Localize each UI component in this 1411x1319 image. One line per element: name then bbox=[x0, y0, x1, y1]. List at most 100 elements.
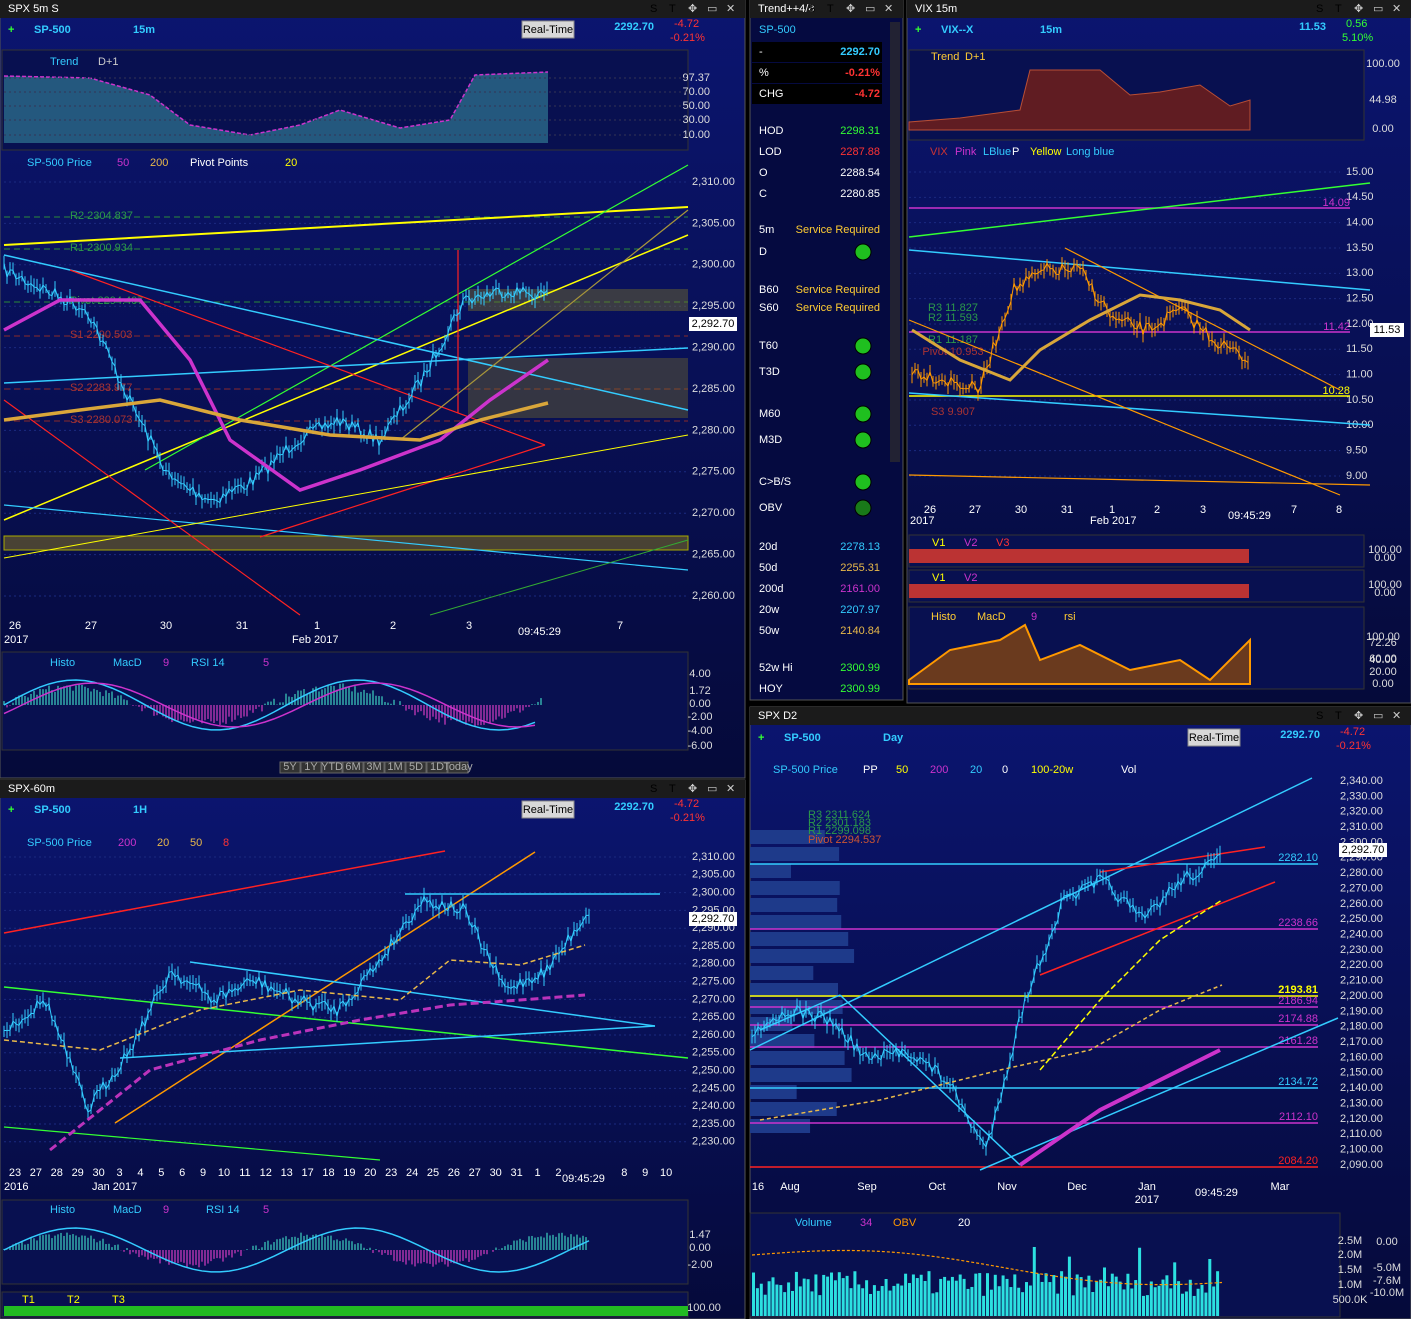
window-button[interactable]: ▭ bbox=[707, 783, 717, 795]
y-tick-label: 2,230.00 bbox=[1340, 944, 1383, 956]
y-tick-label: 11.50 bbox=[1346, 343, 1373, 355]
level-label: 2174.88 bbox=[1278, 1013, 1318, 1025]
level-label: 2238.66 bbox=[1278, 917, 1318, 929]
volume-profile-bar bbox=[750, 830, 825, 844]
trendline bbox=[3, 206, 689, 246]
x-tick-label: 23 bbox=[385, 1167, 397, 1179]
window-button[interactable]: S bbox=[1316, 710, 1323, 722]
obv-tick-label: -5.0M bbox=[1373, 1262, 1401, 1274]
x-tick-label: 30 bbox=[1015, 504, 1027, 516]
x-tick-label: 31 bbox=[236, 620, 248, 632]
quote-label: M60 bbox=[759, 408, 780, 420]
y-tick-label: 2,180.00 bbox=[1340, 1021, 1383, 1033]
trendline bbox=[979, 1017, 1339, 1171]
quote-value: 2287.88 bbox=[840, 146, 880, 158]
quote-value: 2161.00 bbox=[840, 583, 880, 595]
volume-bar bbox=[1169, 1288, 1173, 1316]
quote-panel bbox=[749, 0, 904, 701]
window-button[interactable]: ✕ bbox=[726, 783, 735, 795]
volume-bar bbox=[1017, 1287, 1021, 1316]
add-symbol[interactable]: + bbox=[915, 24, 921, 36]
x-tick-label: 9 bbox=[642, 1167, 648, 1179]
macd-tick-label: 20.00 bbox=[1369, 666, 1397, 678]
interval: 1H bbox=[133, 804, 147, 816]
ma-100 bbox=[759, 984, 1223, 1121]
range-button bbox=[426, 761, 448, 774]
y-tick-label: 2,260.00 bbox=[692, 1029, 735, 1041]
window-button[interactable]: T bbox=[669, 3, 676, 15]
add-symbol[interactable]: + bbox=[8, 804, 14, 816]
volume-tick-label: 1.5M bbox=[1338, 1264, 1362, 1276]
volume-bar bbox=[958, 1274, 962, 1316]
volume-bar bbox=[1028, 1285, 1032, 1316]
volume-bar bbox=[927, 1271, 931, 1316]
window-button[interactable]: T bbox=[1335, 710, 1342, 722]
window-button[interactable]: ✥ bbox=[688, 3, 697, 15]
panel-title: SPX 5m S bbox=[8, 3, 59, 15]
y-tick-label: 2,130.00 bbox=[1340, 1097, 1383, 1109]
window-button[interactable]: S bbox=[808, 3, 815, 15]
window-button[interactable]: ✥ bbox=[688, 783, 697, 795]
window-button[interactable]: ✕ bbox=[1392, 3, 1401, 15]
interval: 15m bbox=[1040, 24, 1062, 36]
x-tick-label: 4 bbox=[137, 1167, 143, 1179]
window-button[interactable]: S bbox=[1316, 3, 1323, 15]
y-tick-label: 2,150.00 bbox=[1340, 1067, 1383, 1079]
legend-entry: Pink bbox=[955, 146, 977, 158]
volume-bar bbox=[806, 1279, 810, 1316]
macd-tick-label: 0.00 bbox=[689, 698, 710, 710]
change-pct: -0.21% bbox=[670, 32, 705, 44]
macd-area bbox=[908, 623, 1251, 685]
volume-bar bbox=[791, 1290, 794, 1316]
x-tick-label: 7 bbox=[617, 620, 623, 632]
volume-bar bbox=[752, 1272, 755, 1316]
volume-bar bbox=[966, 1288, 970, 1316]
x-tick-label: 19 bbox=[343, 1167, 355, 1179]
pivot-label: R2 2304.837 bbox=[70, 210, 133, 222]
window-button[interactable]: T bbox=[1335, 3, 1342, 15]
window-button[interactable]: S bbox=[650, 3, 657, 15]
x-tick-label: 17 bbox=[301, 1167, 313, 1179]
trendline bbox=[3, 1126, 381, 1161]
window-button[interactable]: ✥ bbox=[846, 3, 855, 15]
x-tick-label: 3 bbox=[1200, 504, 1206, 516]
study-label: MacD bbox=[113, 657, 142, 669]
add-symbol[interactable]: + bbox=[758, 732, 764, 744]
realtime-button bbox=[521, 20, 575, 39]
quote-label: C>B/S bbox=[759, 476, 791, 488]
trend-tick-label: 30.00 bbox=[682, 114, 710, 126]
y-tick-label: 2,305.00 bbox=[692, 869, 735, 881]
window-button[interactable]: S bbox=[650, 783, 657, 795]
x-tick-label: 7 bbox=[1291, 504, 1297, 516]
quote-label: 52w Hi bbox=[759, 662, 793, 674]
add-symbol[interactable]: + bbox=[8, 24, 14, 36]
volume-bar bbox=[802, 1278, 806, 1316]
volume-bar bbox=[947, 1280, 950, 1316]
window-button[interactable]: T bbox=[669, 783, 676, 795]
window-button[interactable]: ✥ bbox=[1354, 710, 1363, 722]
x-tick-label: 3 bbox=[116, 1167, 122, 1179]
window-button[interactable]: ▭ bbox=[865, 3, 875, 15]
volume-bar bbox=[1177, 1281, 1181, 1316]
current-price: 2,292.70 bbox=[692, 913, 735, 925]
window-button[interactable]: ✥ bbox=[1354, 3, 1363, 15]
last-price: 2292.70 bbox=[614, 801, 654, 813]
volume-bar bbox=[997, 1286, 1001, 1316]
level-label: 2161.28 bbox=[1278, 1035, 1318, 1047]
pivot-label: R2 11.593 bbox=[928, 312, 978, 324]
volume-bar bbox=[978, 1273, 982, 1316]
window-button[interactable]: T bbox=[827, 3, 834, 15]
window-button[interactable]: ▭ bbox=[1373, 710, 1383, 722]
legend-entry: Long blue bbox=[1066, 146, 1114, 158]
window-button[interactable]: ▭ bbox=[1373, 3, 1383, 15]
window-button[interactable]: ✕ bbox=[884, 3, 893, 15]
y-tick-label: 2,235.00 bbox=[692, 1118, 735, 1130]
window-button[interactable]: ✕ bbox=[726, 3, 735, 15]
range-label: YTD bbox=[321, 761, 343, 773]
window-button[interactable]: ▭ bbox=[707, 3, 717, 15]
window-button[interactable]: ✕ bbox=[1392, 710, 1401, 722]
y-tick-label: 2,230.00 bbox=[692, 1136, 735, 1148]
y-tick-label: 2,090.00 bbox=[1340, 1159, 1383, 1171]
range-label: 5Y bbox=[283, 761, 297, 773]
